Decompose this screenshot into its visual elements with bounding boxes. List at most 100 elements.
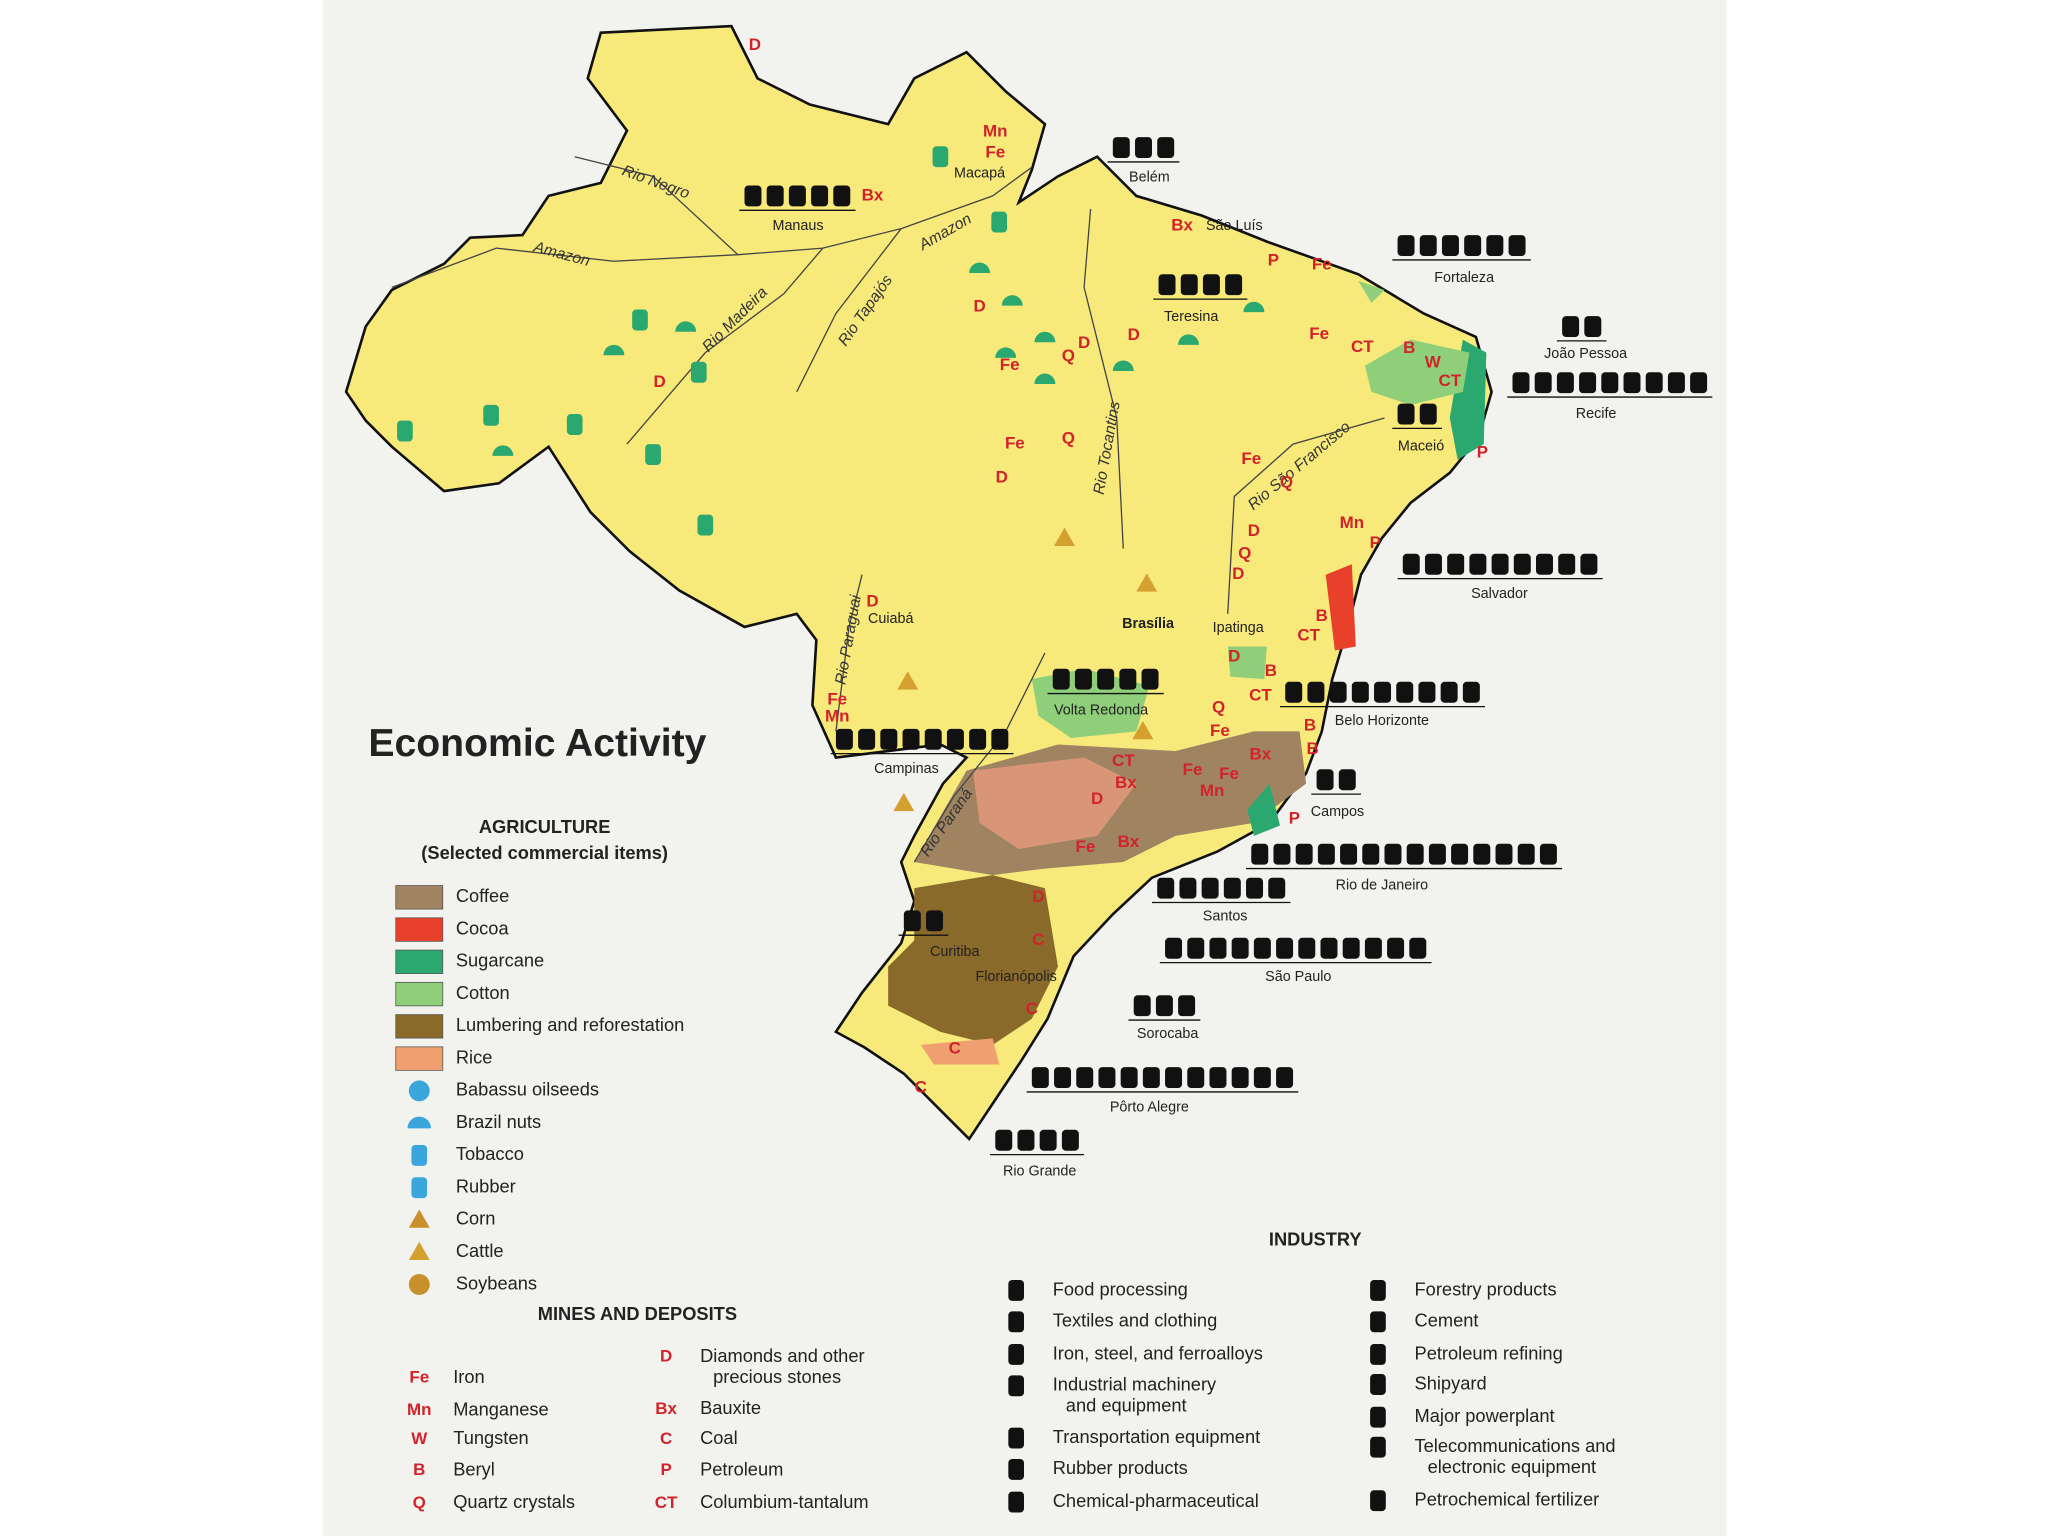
city-label: Campinas bbox=[874, 761, 939, 777]
industry-icon bbox=[1031, 1067, 1049, 1088]
deposit-code: Bx bbox=[862, 185, 884, 204]
industry-icon bbox=[1440, 681, 1458, 703]
deposit-code: D bbox=[1091, 789, 1103, 808]
deposit-code: Mn bbox=[1340, 513, 1365, 532]
rivers bbox=[391, 156, 1385, 863]
industry-icon bbox=[1558, 553, 1576, 575]
legend-label: Manganese bbox=[453, 1398, 548, 1419]
deposit-code: D bbox=[996, 468, 1008, 487]
city-label: Brasília bbox=[1122, 616, 1175, 632]
industry-icon bbox=[1579, 372, 1597, 394]
city-label: João Pessoa bbox=[1544, 346, 1627, 362]
industry-icon bbox=[1601, 372, 1619, 394]
industry-icon bbox=[1133, 995, 1151, 1017]
industry-icon bbox=[1397, 235, 1415, 256]
industry-icon bbox=[1338, 769, 1356, 791]
legend-swatch bbox=[395, 981, 444, 1007]
nut-symbol bbox=[1112, 360, 1134, 371]
industry-icon bbox=[1158, 274, 1176, 296]
legend-symbol bbox=[408, 1080, 430, 1102]
industry-icon bbox=[1209, 937, 1227, 959]
industry-icon bbox=[902, 728, 920, 750]
legend-symbol bbox=[411, 1177, 428, 1199]
legend-code: B bbox=[413, 1460, 425, 1479]
rubber-symbol bbox=[697, 514, 714, 536]
rice-region bbox=[920, 1038, 1000, 1065]
legend-code: P bbox=[660, 1460, 671, 1479]
industry-icon bbox=[1179, 877, 1197, 899]
industry-icon bbox=[969, 728, 987, 750]
legend-swatch bbox=[395, 885, 444, 910]
industry-icon bbox=[1307, 681, 1325, 703]
city-label: São Luís bbox=[1206, 218, 1263, 234]
industry-icon bbox=[1135, 137, 1152, 159]
rubber-symbol bbox=[690, 361, 707, 383]
legend-swatch bbox=[395, 1014, 444, 1039]
industry-icon bbox=[1285, 681, 1303, 703]
legend-label: Rice bbox=[456, 1046, 493, 1067]
brazil-outline bbox=[344, 24, 1493, 1141]
legend-swatch bbox=[395, 1046, 444, 1071]
deposit-code: Fe bbox=[985, 142, 1005, 161]
legend-label: Sugarcane bbox=[456, 950, 544, 971]
deposit-code: Q bbox=[1280, 473, 1293, 492]
legend-heading: MINES AND DEPOSITS bbox=[538, 1303, 737, 1324]
industry-icon bbox=[1556, 372, 1574, 394]
rubber-symbol bbox=[566, 414, 583, 435]
legend-label: Tobacco bbox=[456, 1143, 524, 1164]
legend-label: precious stones bbox=[713, 1366, 841, 1387]
legend-icon bbox=[1370, 1280, 1386, 1301]
legend-label: Petrochemical fertilizer bbox=[1415, 1489, 1600, 1510]
industry-icon bbox=[1298, 937, 1316, 959]
industry-icon bbox=[1165, 1067, 1183, 1088]
rubber-symbol bbox=[645, 444, 661, 465]
deposit-code: Fe bbox=[1309, 324, 1329, 343]
nut-symbol bbox=[1034, 331, 1056, 343]
industry-icon bbox=[1317, 843, 1335, 865]
legend-label: Corn bbox=[456, 1208, 496, 1229]
nut-symbol bbox=[969, 262, 991, 273]
deposit-code: CT bbox=[1438, 371, 1461, 390]
deposit-code: D bbox=[1032, 887, 1044, 906]
legend-label: Chemical-pharmaceutical bbox=[1053, 1490, 1259, 1511]
legend-label: Beryl bbox=[453, 1459, 495, 1480]
industry-icon bbox=[1141, 668, 1159, 690]
industry-icon bbox=[1187, 937, 1205, 959]
industry-icon bbox=[1447, 553, 1465, 575]
deposit-code: Fe bbox=[1219, 764, 1239, 783]
deposit-code: D bbox=[1232, 564, 1244, 583]
legend-code: W bbox=[411, 1429, 427, 1448]
legend-label: Transportation equipment bbox=[1053, 1426, 1260, 1447]
industry-icon bbox=[1690, 372, 1708, 394]
city-label: Pôrto Alegre bbox=[1110, 1099, 1189, 1115]
city-label: Ipatinga bbox=[1213, 620, 1264, 636]
deposit-code: D bbox=[653, 372, 665, 391]
deposit-code: CT bbox=[1112, 751, 1135, 770]
industry-icon bbox=[744, 185, 762, 207]
deposit-code: D bbox=[1078, 333, 1090, 352]
deposit-code: D bbox=[749, 35, 761, 54]
industry-icon bbox=[1419, 403, 1437, 425]
deposit-code: B bbox=[1265, 661, 1277, 680]
nut-symbol bbox=[603, 344, 625, 356]
industry-icon bbox=[1251, 843, 1269, 865]
cattle-symbol bbox=[1054, 527, 1075, 546]
industry-icon bbox=[1362, 843, 1380, 865]
legend-label: Food processing bbox=[1053, 1278, 1188, 1299]
legend-icon bbox=[1008, 1280, 1024, 1301]
industry-icon bbox=[924, 728, 942, 750]
rubber-symbol bbox=[483, 404, 499, 426]
deposit-code: Mn bbox=[983, 121, 1008, 140]
industry-icon bbox=[1419, 235, 1437, 256]
industry-icon bbox=[1406, 843, 1424, 865]
legend-label: Petroleum refining bbox=[1415, 1342, 1563, 1363]
deposit-code: Fe bbox=[1312, 255, 1332, 274]
industry-icon bbox=[1329, 681, 1347, 703]
industry-icon bbox=[1074, 668, 1092, 690]
industry-icon bbox=[833, 185, 851, 207]
industry-icon bbox=[1076, 1067, 1094, 1088]
industry-icon bbox=[1231, 1067, 1249, 1088]
deposit-code: C bbox=[949, 1038, 961, 1057]
industry-icon bbox=[1387, 937, 1405, 959]
